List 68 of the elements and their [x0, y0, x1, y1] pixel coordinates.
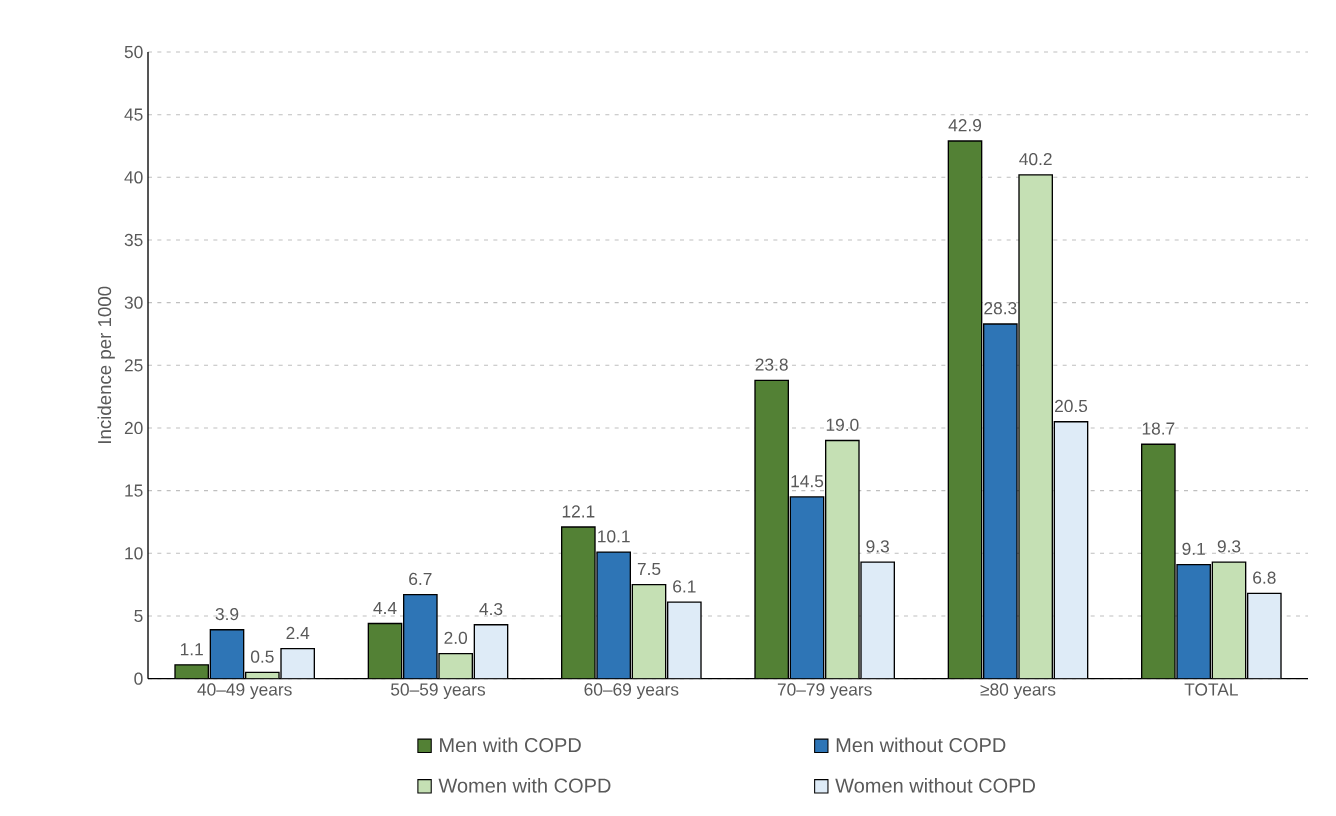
- data-label: 12.1: [562, 505, 595, 518]
- data-label: 6.7: [409, 572, 432, 586]
- bar: [825, 440, 860, 679]
- bar: [1247, 592, 1282, 679]
- bar: [667, 602, 702, 679]
- bar: [861, 562, 895, 679]
- data-label: 18.7: [1142, 422, 1175, 435]
- y-tick-label: 10: [125, 547, 143, 560]
- bar: [632, 584, 666, 679]
- y-tick-label: 45: [124, 108, 143, 121]
- bar: [474, 624, 508, 679]
- data-label: 1.1: [180, 643, 203, 656]
- data-label: 9.3: [1217, 540, 1241, 553]
- data-label: 9.3: [866, 540, 889, 553]
- bar: [403, 594, 438, 679]
- data-label: 14.5: [791, 475, 824, 488]
- bar: [281, 648, 315, 679]
- y-axis-title: Incidence per 1000: [97, 286, 115, 443]
- x-tick-label: 40–49 years: [197, 683, 292, 700]
- data-label: 3.9: [215, 607, 239, 621]
- y-tick-label: 35: [124, 233, 143, 247]
- data-label: 10.1: [598, 530, 630, 543]
- data-label: 23.8: [755, 358, 788, 371]
- y-tick-label: 0: [134, 672, 143, 685]
- bar: [1211, 561, 1247, 679]
- data-label: 2.4: [286, 626, 310, 639]
- x-tick-label: TOTAL: [1184, 683, 1238, 696]
- bar: [1176, 563, 1212, 679]
- bar: [790, 496, 824, 679]
- data-label: 20.5: [1055, 399, 1088, 413]
- y-tick-label: 30: [124, 296, 143, 309]
- legend-label: Women with COPD: [438, 778, 611, 793]
- data-label: 4.4: [373, 601, 397, 614]
- legend-label: Women without COPD: [835, 778, 1035, 793]
- data-label: 42.9: [948, 119, 982, 132]
- y-tick-label: 50: [124, 45, 143, 59]
- bar: [755, 380, 789, 679]
- y-tick-label: 40: [124, 171, 143, 184]
- y-tick-label: 20: [124, 421, 143, 435]
- bar: [439, 653, 473, 679]
- y-tick-label: 25: [124, 359, 143, 372]
- data-label: 28.3: [984, 302, 1017, 315]
- data-label: 2.0: [444, 631, 468, 644]
- data-label: 19.0: [826, 418, 859, 431]
- data-label: 9.1: [1182, 542, 1205, 555]
- bar: [597, 552, 631, 679]
- x-tick-label: 60–69 years: [584, 683, 679, 700]
- data-label: 40.2: [1019, 152, 1052, 166]
- bar: [368, 623, 402, 679]
- legend-label: Men with COPD: [440, 737, 581, 753]
- data-label: 4.3: [479, 602, 503, 616]
- bar: [1054, 421, 1088, 679]
- bar: [948, 140, 982, 679]
- data-label: 6.8: [1253, 571, 1276, 584]
- y-tick-label: 15: [125, 484, 143, 497]
- bar: [210, 629, 244, 679]
- bar: [1141, 443, 1176, 679]
- x-tick-label: 50–59 years: [391, 683, 486, 700]
- data-label: 6.1: [673, 580, 696, 593]
- bar: [561, 527, 596, 679]
- data-label: 0.5: [250, 650, 274, 663]
- legend-label: Men without COPD: [836, 737, 1006, 753]
- x-tick-label: 70–79 years: [777, 683, 872, 700]
- x-tick-label: ≥80 years: [980, 683, 1056, 700]
- bar: [983, 323, 1018, 679]
- data-label: 7.5: [637, 562, 661, 576]
- y-tick-label: 5: [134, 609, 143, 623]
- bar: [1019, 174, 1053, 679]
